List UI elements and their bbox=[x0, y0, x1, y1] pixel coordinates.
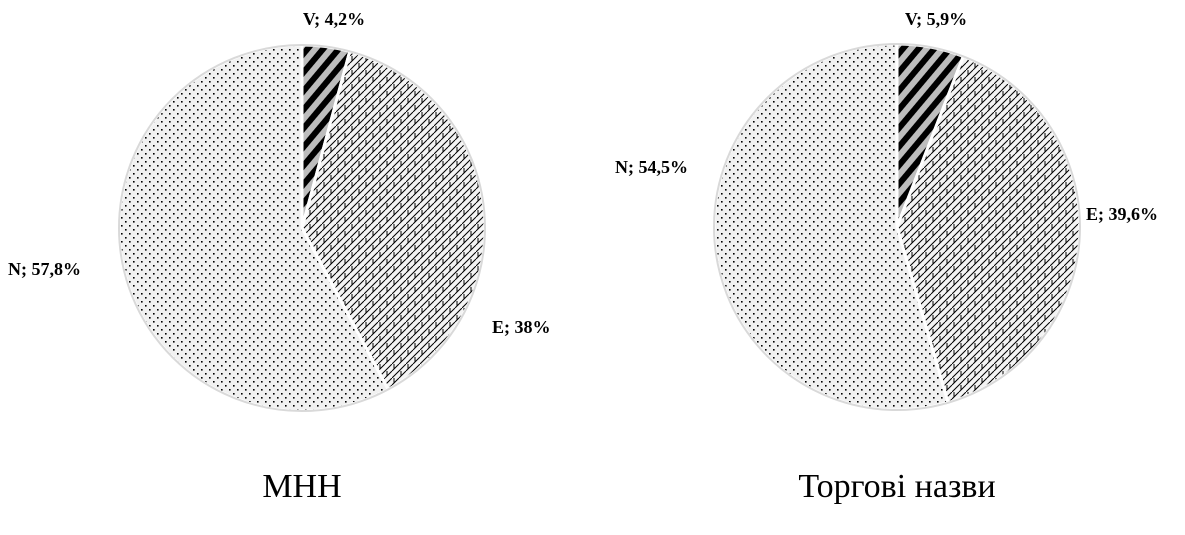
data-label-e: E; 38% bbox=[492, 317, 551, 337]
pie-outline bbox=[118, 44, 486, 412]
data-label-n: N; 57,8% bbox=[8, 259, 81, 279]
data-label-v: V; 4,2% bbox=[303, 9, 365, 29]
pie-chart-mnn: V; 4,2% E; 38% N; 57,8% bbox=[8, 9, 551, 413]
pie-caption-trade-names: Торгові назви bbox=[798, 468, 996, 505]
pie-caption-mnn: МНН bbox=[262, 468, 342, 505]
pie-outline bbox=[713, 43, 1081, 411]
data-label-v: V; 5,9% bbox=[905, 9, 967, 29]
data-label-e: E; 39,6% bbox=[1086, 204, 1158, 224]
data-label-n: N; 54,5% bbox=[615, 157, 688, 177]
pie-chart-trade-names: V; 5,9% E; 39,6% N; 54,5% bbox=[615, 9, 1158, 412]
